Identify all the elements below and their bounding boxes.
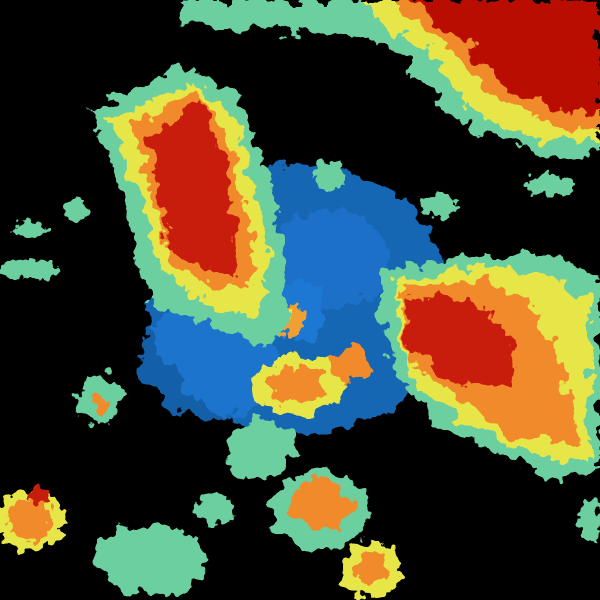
scattered-echoes <box>0 160 600 540</box>
echo-west-arm <box>90 65 290 350</box>
echo-east <box>380 255 600 480</box>
echo-southwest <box>0 487 65 550</box>
echo-south <box>80 347 400 598</box>
echo-northeast <box>175 0 600 160</box>
